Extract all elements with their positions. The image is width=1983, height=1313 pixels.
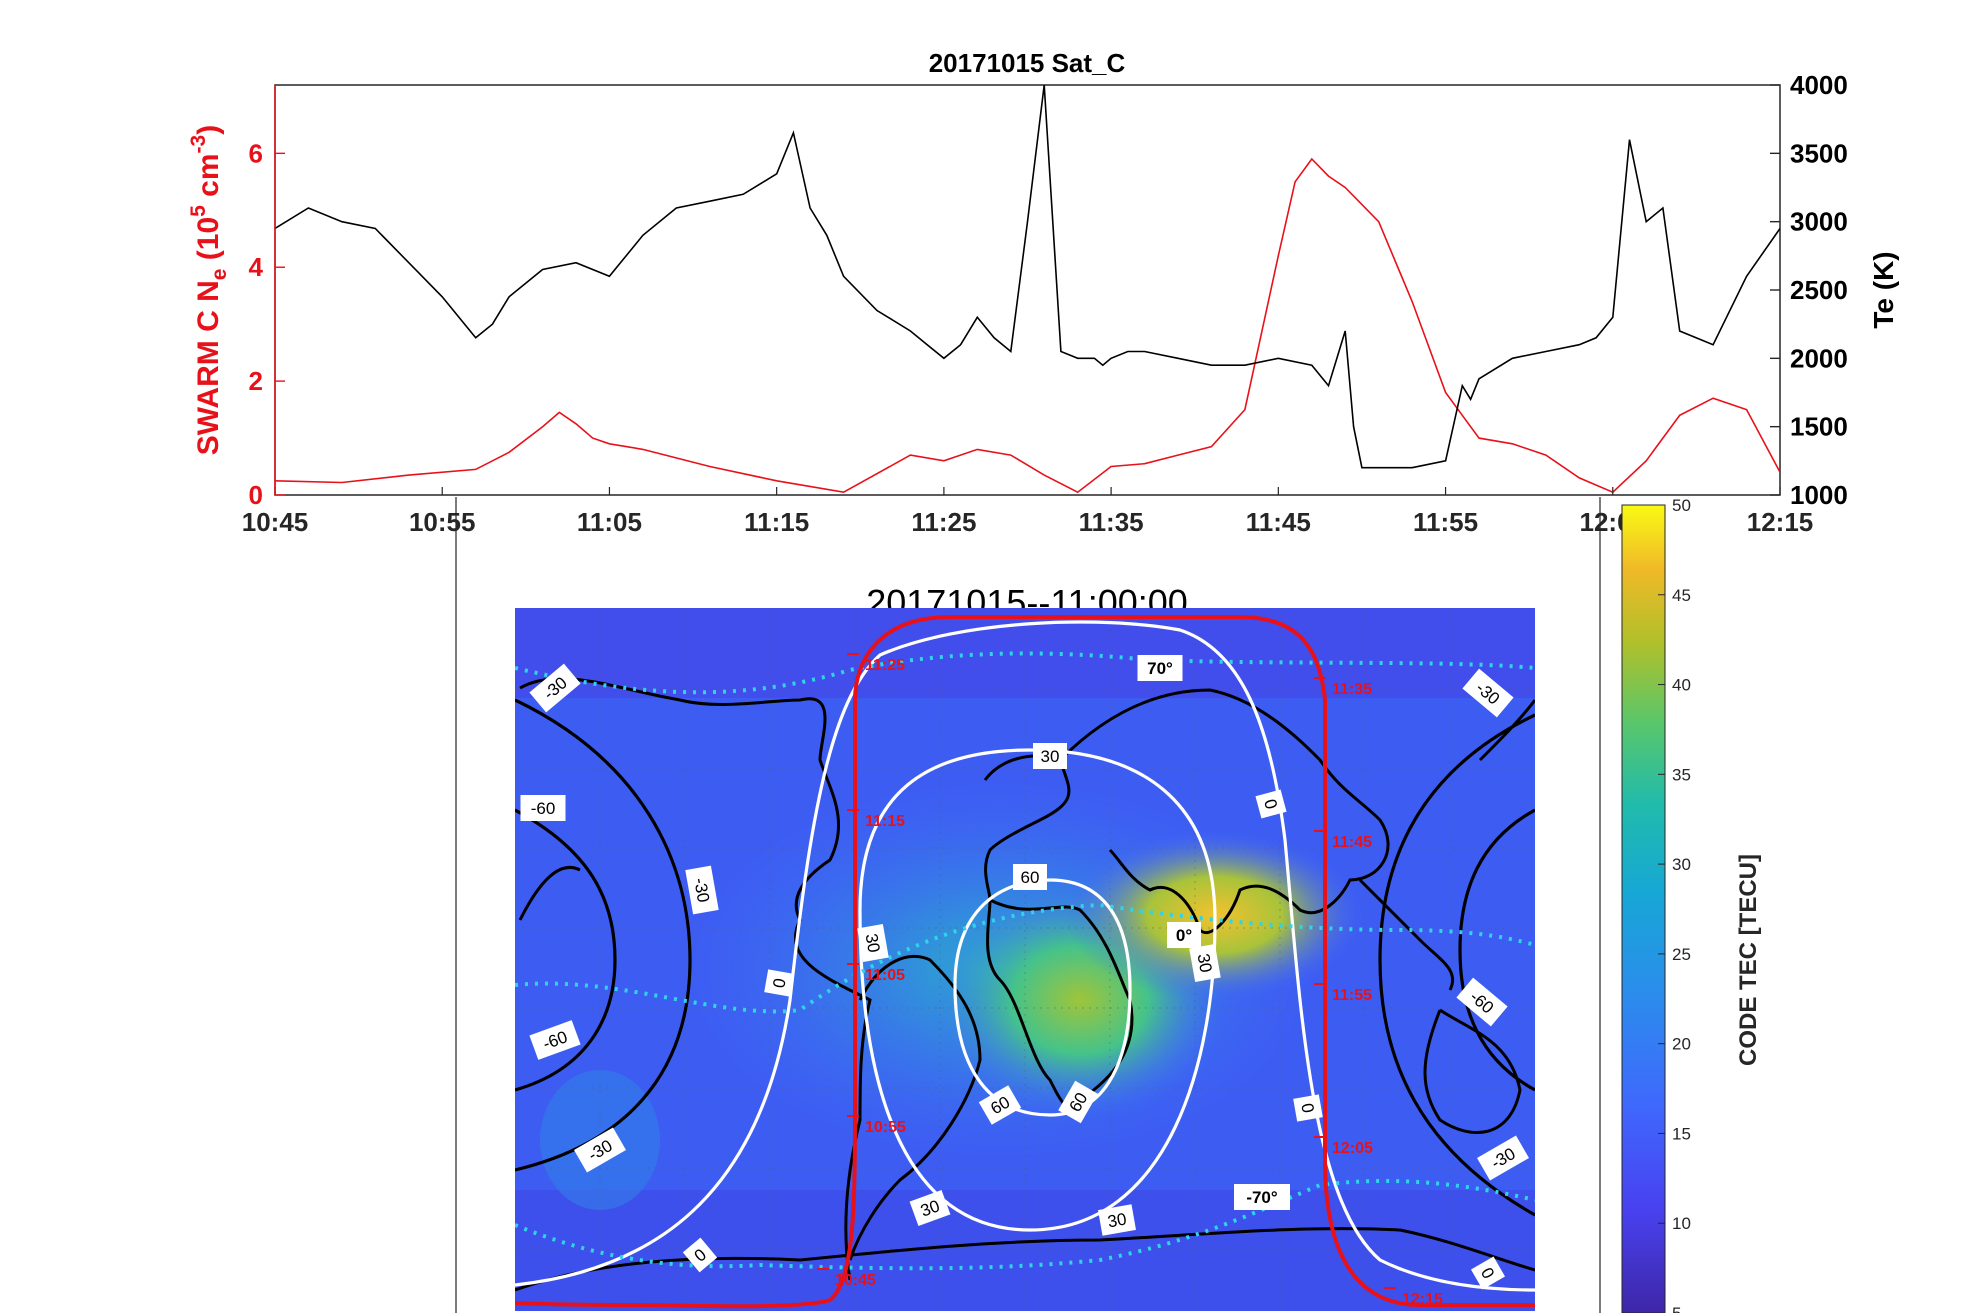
line-plot: 20171015 Sat_C 10:45 10:55 11:05 11:15 11:25… <box>187 48 1899 537</box>
svg-text:60: 60 <box>1021 868 1040 887</box>
svg-text:30: 30 <box>1194 952 1216 974</box>
colorbar-tick-label: 40 <box>1672 676 1691 695</box>
x-tick-label: 11:35 <box>1079 507 1144 537</box>
colorbar-tick-label: 15 <box>1672 1124 1691 1143</box>
contour-label-white: 60 <box>978 1085 1022 1125</box>
x-tick-label: 11:55 <box>1413 507 1478 537</box>
svg-text:0: 0 <box>769 977 789 990</box>
black-contours <box>515 698 1535 1217</box>
track-time-label: 10:55 <box>865 1119 906 1136</box>
magnetic-latitude-label: 0° <box>1167 922 1201 948</box>
y-right-tick-label: 2500 <box>1790 275 1848 305</box>
track-time-label: 10:45 <box>835 1272 876 1289</box>
series-ne <box>275 157 1780 494</box>
svg-text:70°: 70° <box>1147 659 1173 678</box>
contour-label-white: 60 <box>1058 1080 1098 1124</box>
contour-label-black: -30 <box>685 865 719 915</box>
map-panel: 20171015--11:00:00 <box>455 497 1601 1313</box>
top-plot-frame <box>274 84 1781 496</box>
contour-label-white: 30 <box>1189 944 1221 982</box>
series-te <box>275 85 1780 469</box>
track-time-label: 11:45 <box>1332 834 1372 851</box>
x-tick-label: 11:05 <box>577 507 642 537</box>
colorbar-tick-label: 25 <box>1672 945 1691 964</box>
svg-text:-30: -30 <box>690 876 713 904</box>
colorbar-label: CODE TEC [TECU] <box>1735 854 1762 1066</box>
colorbar-tick-label: 45 <box>1672 586 1691 605</box>
contour-label-white: 0 <box>682 1237 718 1273</box>
contour-label-white: 30 <box>1098 1204 1136 1236</box>
right-y-axis-label: Te (K) <box>1868 251 1899 328</box>
colorbar-tick-label: 5 <box>1672 1304 1681 1313</box>
contour-label-white: 0 <box>764 969 794 997</box>
svg-text:30: 30 <box>862 932 884 954</box>
left-y-axis-label: SWARM C Ne (105 cm-3) <box>187 125 231 455</box>
colorbar-tick-label: 20 <box>1672 1035 1691 1054</box>
svg-text:-60: -60 <box>531 799 556 818</box>
y-left-tick-label: 2 <box>249 366 263 396</box>
colorbar-tick-label: 30 <box>1672 855 1691 874</box>
x-tick-label: 12:15 <box>1747 507 1814 537</box>
svg-text:0: 0 <box>1297 1102 1317 1115</box>
magnetic-latitude-lines <box>515 651 1535 1271</box>
track-time-label: 11:35 <box>1332 681 1372 698</box>
y-left-tick-label: 4 <box>249 252 264 282</box>
y-left-tick-label: 0 <box>249 480 263 510</box>
y-right-tick-label: 4000 <box>1790 70 1848 100</box>
colorbar-tick-label: 50 <box>1672 496 1691 515</box>
track-time-label: 11:05 <box>865 967 905 984</box>
svg-text:-70°: -70° <box>1246 1188 1278 1207</box>
contour-label-white: 0 <box>1293 1094 1323 1122</box>
colorbar: 5 10 15 20 25 30 35 40 45 50 CODE TEC [TECU] <box>1621 496 1762 1313</box>
contour-label-white: 30 <box>909 1189 951 1227</box>
track-time-label: 12:15 <box>1402 1291 1443 1308</box>
contour-label-white: 60 <box>1013 864 1047 890</box>
x-tick-label: 11:15 <box>744 507 809 537</box>
x-tick-label: 11:25 <box>911 507 976 537</box>
contour-label-white: 0 <box>1470 1256 1506 1290</box>
y-right-tick-label: 1500 <box>1790 412 1848 442</box>
x-tick-label: 10:45 <box>242 507 309 537</box>
track-time-label: 11:15 <box>865 813 905 830</box>
track-time-label: 11:55 <box>1332 987 1372 1004</box>
top-plot-title: 20171015 Sat_C <box>929 48 1126 78</box>
track-time-labels: 10:45 10:55 11:05 11:15 11:25 11:35 11:45 11:55… <box>817 653 1443 1308</box>
svg-text:30: 30 <box>1106 1209 1128 1231</box>
magnetic-latitude-label: -70° <box>1234 1184 1290 1210</box>
contour-label-white: 30 <box>857 924 889 962</box>
x-tick-label: 10:55 <box>409 507 476 537</box>
y-right-tick-label: 2000 <box>1790 343 1848 373</box>
colorbar-tick-label: 35 <box>1672 765 1691 784</box>
contour-label-white: 30 <box>1033 743 1067 769</box>
y-left-tick-label: 6 <box>249 138 263 168</box>
track-time-label: 11:25 <box>865 657 905 674</box>
y-right-tick-label: 3000 <box>1790 207 1848 237</box>
colorbar-gradient <box>1622 505 1665 1313</box>
magnetic-latitude-label: 70° <box>1137 655 1183 681</box>
contour-label-black: -60 <box>529 1020 581 1060</box>
x-tick-label: 11:45 <box>1246 507 1311 537</box>
contour-label-white: 0 <box>1255 789 1287 819</box>
contour-label-black: -60 <box>520 795 566 821</box>
y-right-tick-label: 3500 <box>1790 138 1848 168</box>
track-time-label: 12:05 <box>1332 1140 1373 1157</box>
y-right-tick-label: 1000 <box>1790 480 1848 510</box>
colorbar-tick-label: 10 <box>1672 1214 1691 1233</box>
satellite-track <box>515 615 1535 1309</box>
svg-text:30: 30 <box>1041 747 1060 766</box>
svg-text:0°: 0° <box>1176 926 1192 945</box>
